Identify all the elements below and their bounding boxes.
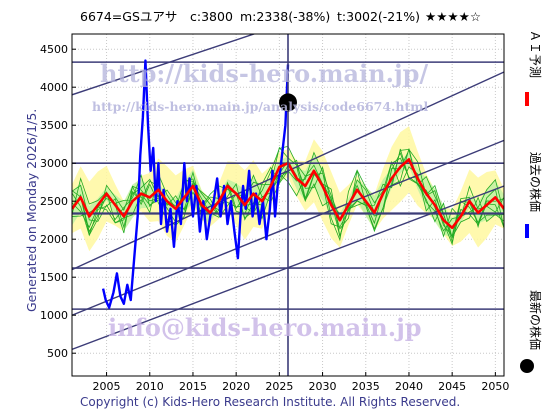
copyright-footer: Copyright (c) Kids-Hero Research Institu… bbox=[80, 395, 460, 409]
y-tick-label: 4500 bbox=[40, 43, 68, 56]
header-current-price: c:3800 bbox=[190, 9, 233, 24]
legend-latest-price-swatch bbox=[520, 359, 534, 373]
x-tick-label: 2020 bbox=[222, 380, 250, 393]
x-tick-label: 2015 bbox=[179, 380, 207, 393]
y-tick-label: 3500 bbox=[40, 119, 68, 132]
x-tick-label: 2005 bbox=[93, 380, 121, 393]
legend-ai-forecast-label: ＡＩ予測 bbox=[528, 30, 542, 78]
axis-ticks: 2005 2010 2015 2020 2025 2030 2035 2040 2045 2050… bbox=[40, 43, 509, 393]
header-rating-stars: ★★★★☆ bbox=[425, 9, 481, 24]
y-tick-label: 4000 bbox=[40, 81, 68, 94]
y-tick-label: 2500 bbox=[40, 195, 68, 208]
plot-frame bbox=[71, 33, 505, 377]
past-price-line bbox=[101, 59, 290, 309]
legend-latest-price-label: 最新の株価 bbox=[528, 290, 543, 350]
watermark-url: http://kids-hero.main.jp/ bbox=[100, 59, 428, 88]
x-tick-label: 2040 bbox=[395, 380, 423, 393]
marker-layer bbox=[279, 34, 297, 376]
legend: ＡＩ予測 過去の株価 最新の株価 bbox=[520, 30, 543, 373]
watermark-email: info@kids-hero.main.jp bbox=[108, 313, 422, 342]
x-tick-label: 2045 bbox=[438, 380, 466, 393]
header-code-name: 6674=GSユアサ bbox=[80, 9, 177, 24]
x-tick-label: 2010 bbox=[136, 380, 164, 393]
y-tick-label: 1500 bbox=[40, 271, 68, 284]
current-price-dot bbox=[279, 93, 297, 112]
x-tick-label: 2050 bbox=[481, 380, 509, 393]
y-tick-label: 500 bbox=[47, 347, 68, 360]
x-tick-label: 2035 bbox=[352, 380, 380, 393]
y-tick-label: 1000 bbox=[40, 309, 68, 322]
watermark-analysis-url: http://kids-hero.main.jp/analysis/code66… bbox=[92, 99, 428, 114]
generated-date-label: Generated on Monday 2026/1/5. bbox=[24, 109, 39, 312]
header-min-price: m:2338(-38%) bbox=[240, 9, 330, 24]
x-tick-label: 2030 bbox=[309, 380, 337, 393]
y-tick-label: 3000 bbox=[40, 157, 68, 170]
header-target-price: t:3002(-21%) bbox=[337, 9, 420, 24]
legend-past-price-label: 過去の株価 bbox=[528, 152, 543, 212]
y-tick-label: 2000 bbox=[40, 233, 68, 246]
x-tick-label: 2025 bbox=[265, 380, 293, 393]
